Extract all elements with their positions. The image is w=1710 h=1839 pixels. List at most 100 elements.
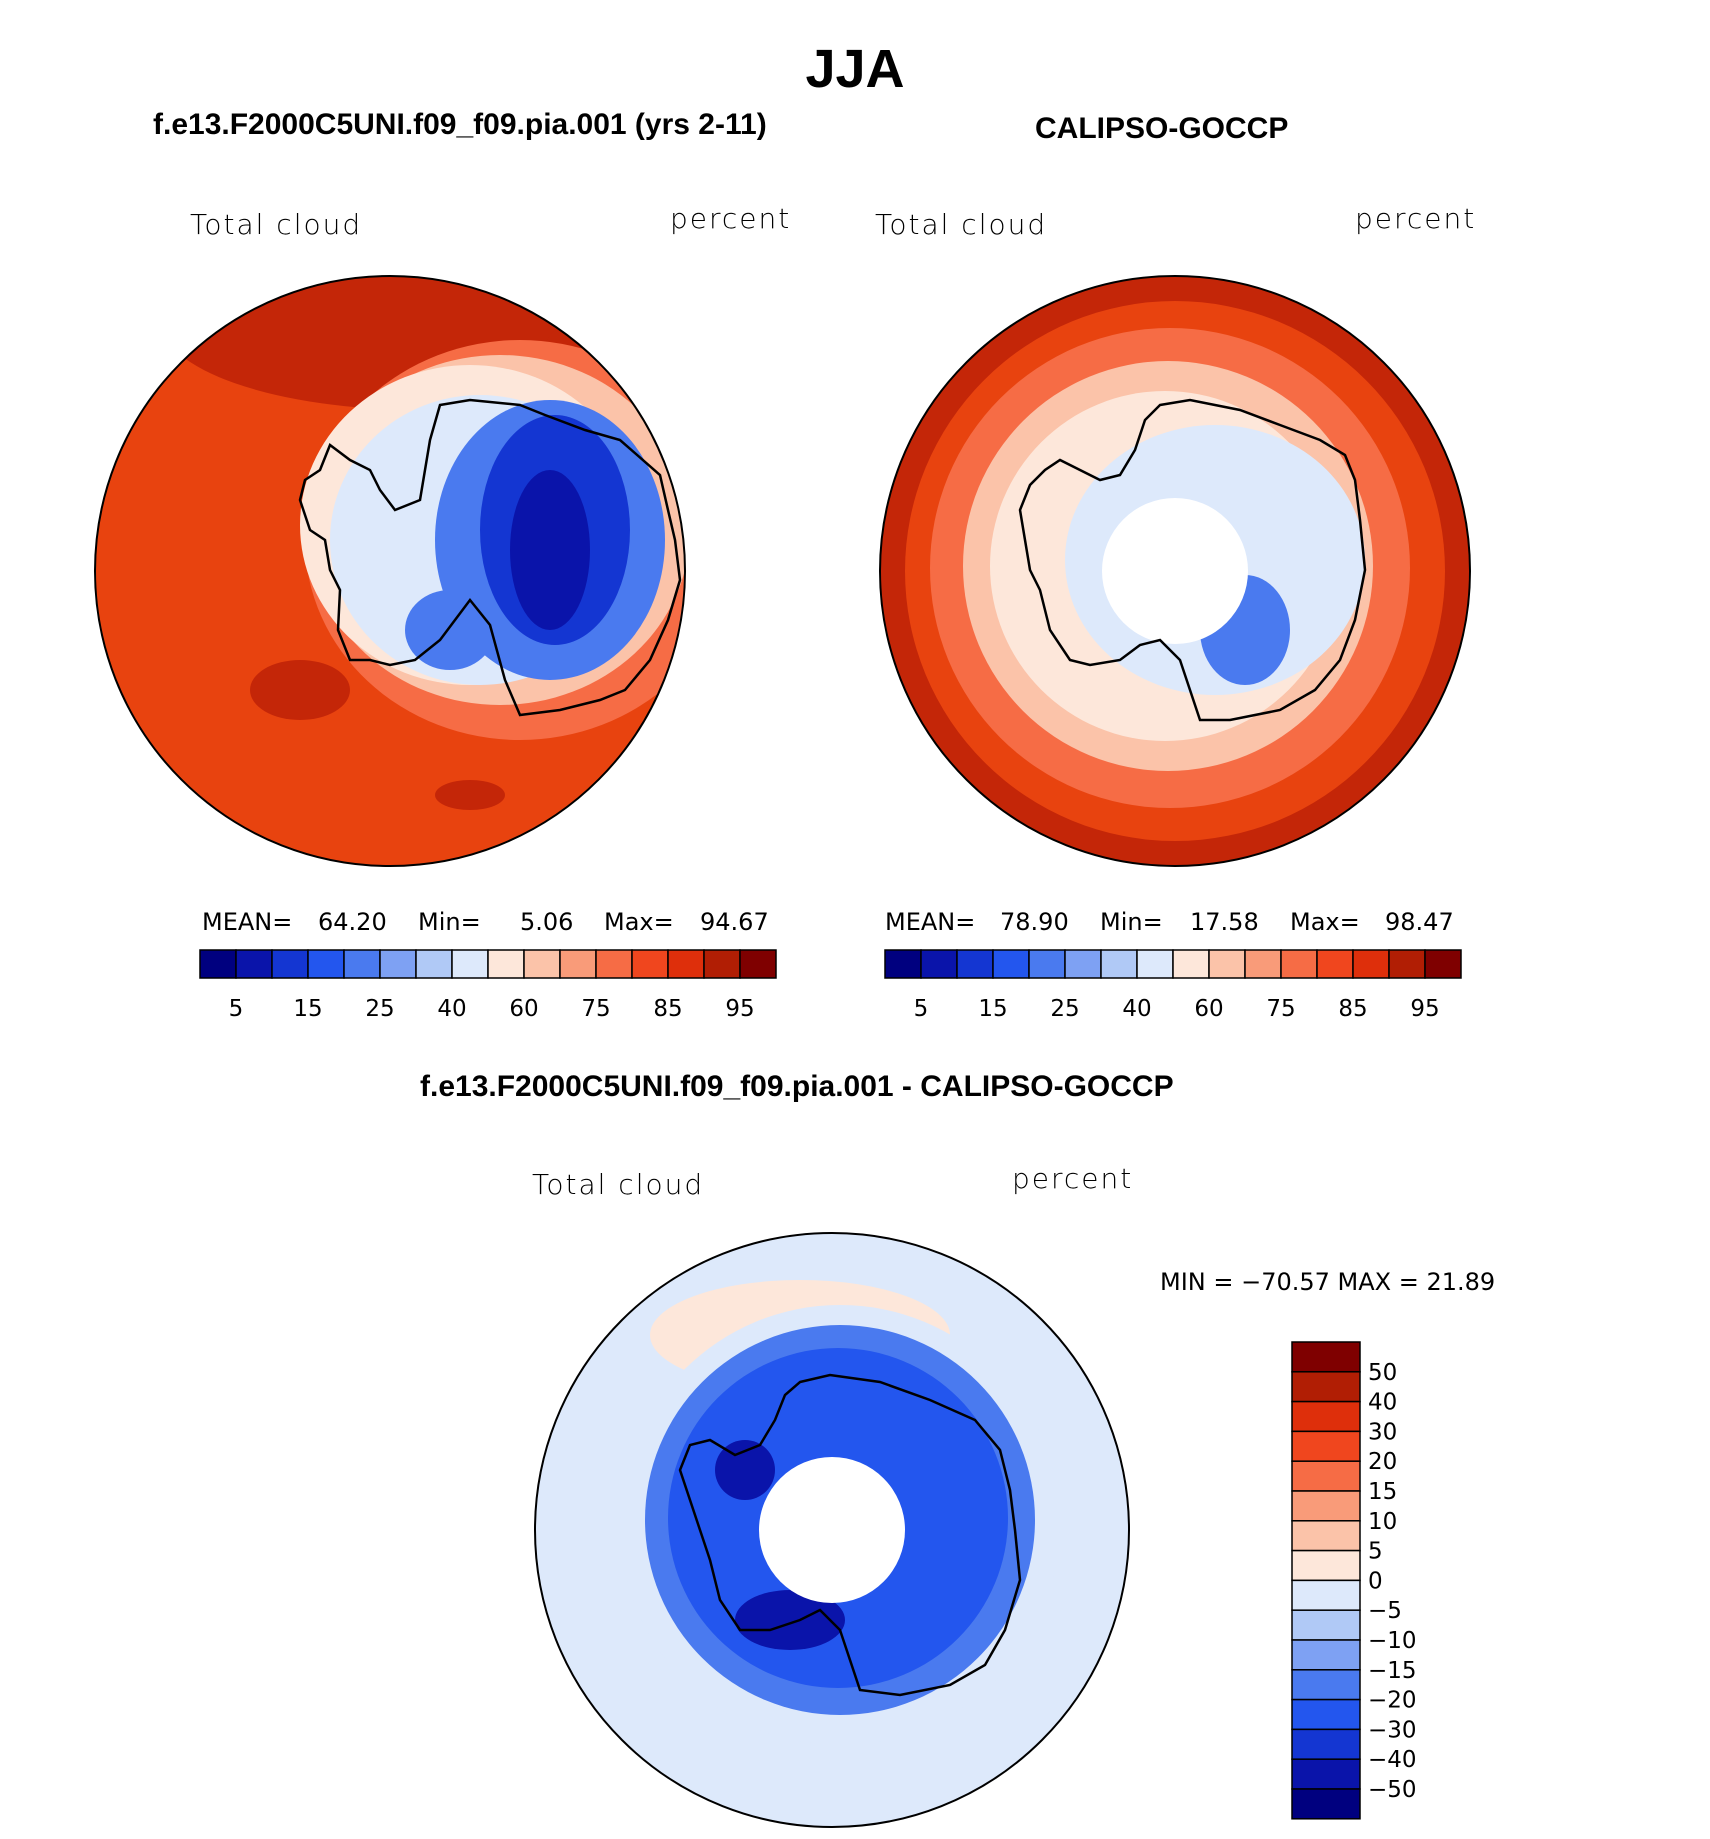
diff-colorbar-tick-label: −15 — [1368, 1658, 1417, 1684]
obs-mean-value: 78.90 — [1000, 908, 1069, 936]
diff-colorbar-box — [1291, 1341, 1361, 1373]
model-colorbar-tick-label: 85 — [653, 996, 682, 1022]
model-colorbar-box — [559, 949, 597, 979]
obs-colorbar-box — [1100, 949, 1138, 979]
obs-case-title: CALIPSO-GOCCP — [1035, 112, 1289, 145]
diff-colorbar-tick-label: 20 — [1368, 1449, 1397, 1475]
diff-colorbar-tick-label: 10 — [1368, 1509, 1397, 1535]
diff-colorbar-box — [1291, 1698, 1361, 1731]
model-colorbar-tick-label: 15 — [293, 996, 322, 1022]
model-colorbar-box — [307, 949, 345, 979]
model-colorbar-box — [199, 949, 237, 979]
obs-colorbar-box — [992, 949, 1030, 979]
diff-colorbar-box — [1291, 1728, 1361, 1760]
model-mean-label: MEAN= — [202, 908, 293, 936]
obs-colorbar-box — [1280, 949, 1318, 979]
model-max-label: Max= — [604, 908, 674, 936]
diff-colorbar-box — [1291, 1758, 1361, 1790]
diff-colorbar-tick-label: 0 — [1368, 1568, 1383, 1594]
obs-colorbar-tick-label: 60 — [1194, 996, 1223, 1022]
diff-units-label: percent — [1012, 1162, 1134, 1195]
model-colorbar-tick-label: 40 — [437, 996, 466, 1022]
model-colorbar-box — [523, 949, 561, 979]
obs-variable-label: Total cloud — [875, 208, 1048, 241]
model-colorbar-box — [739, 949, 777, 979]
diff-map-border — [534, 1232, 1130, 1828]
diff-case-title: f.e13.F2000C5UNI.f09_f09.pia.001 - CALIP… — [420, 1070, 1174, 1103]
model-colorbar-box — [487, 949, 525, 979]
diff-colorbar-tick-label: 5 — [1368, 1539, 1383, 1565]
obs-colorbar-box — [884, 949, 922, 979]
model-max-value: 94.67 — [700, 908, 769, 936]
obs-colorbar-box — [1172, 949, 1210, 979]
diff-colorbar-tick-label: −40 — [1368, 1747, 1417, 1773]
diff-variable-label: Total cloud — [532, 1168, 705, 1201]
obs-colorbar-box — [1064, 949, 1102, 979]
model-min-value: 5.06 — [520, 908, 574, 936]
model-dark-patch-south — [435, 780, 505, 810]
model-colorbar-box — [271, 949, 309, 979]
diff-colorbar-box — [1291, 1669, 1361, 1701]
obs-colorbar-box — [1424, 949, 1462, 979]
model-map-border — [94, 275, 686, 867]
diff-missing-data-hole — [759, 1457, 905, 1603]
diff-colorbar-tick-label: 50 — [1368, 1360, 1397, 1386]
obs-missing-data-hole — [1102, 498, 1248, 644]
diff-colorbar-box — [1291, 1639, 1361, 1671]
model-colorbar: 5 15 25 40 60 75 85 95 — [199, 949, 777, 1022]
diff-colorbar-tick-label: 15 — [1368, 1479, 1397, 1505]
obs-colorbar-box — [1388, 949, 1426, 979]
model-colorbar-box — [667, 949, 705, 979]
model-mean-value: 64.20 — [318, 908, 387, 936]
model-units-label: percent — [670, 202, 792, 235]
diff-colorbar-tick-label: −20 — [1368, 1688, 1417, 1714]
diff-colorbar-box — [1291, 1460, 1361, 1492]
diff-colorbar-box — [1291, 1430, 1361, 1462]
diff-colorbar-tick-label: 40 — [1368, 1390, 1397, 1416]
diff-colorbar-box — [1291, 1579, 1361, 1611]
model-colorbar-tick-label: 5 — [229, 996, 244, 1022]
obs-colorbar-box — [1028, 949, 1066, 979]
obs-colorbar-box — [1352, 949, 1390, 979]
obs-colorbar-tick-label: 40 — [1122, 996, 1151, 1022]
obs-colorbar: 5 15 25 40 60 75 85 95 — [884, 949, 1462, 1022]
model-variable-label: Total cloud — [190, 208, 363, 241]
model-antarctica-coastline — [298, 398, 682, 717]
model-colorbar-tick-label: 95 — [725, 996, 754, 1022]
model-polar-map — [95, 276, 685, 866]
obs-max-label: Max= — [1290, 908, 1360, 936]
diff-colorbar-box — [1291, 1549, 1361, 1582]
diff-colorbar-box — [1291, 1520, 1361, 1552]
obs-colorbar-box — [1244, 949, 1282, 979]
model-colorbar-box — [595, 949, 633, 979]
obs-colorbar-box — [920, 949, 958, 979]
model-colorbar-tick-label: 75 — [581, 996, 610, 1022]
model-colorbar-box — [379, 949, 417, 979]
obs-map-border — [879, 275, 1471, 867]
obs-colorbar-tick-label: 25 — [1050, 996, 1079, 1022]
obs-mean-label: MEAN= — [885, 908, 976, 936]
obs-colorbar-tick-label: 75 — [1266, 996, 1295, 1022]
obs-min-value: 17.58 — [1190, 908, 1259, 936]
model-colorbar-box — [703, 949, 741, 979]
diff-colorbar-tick-label: −50 — [1368, 1777, 1417, 1803]
season-title: JJA — [805, 39, 905, 99]
model-colorbar-box — [343, 949, 381, 979]
obs-colorbar-tick-label: 85 — [1338, 996, 1367, 1022]
obs-colorbar-tick-label: 95 — [1410, 996, 1439, 1022]
obs-colorbar-box — [1208, 949, 1246, 979]
model-case-title: f.e13.F2000C5UNI.f09_f09.pia.001 (yrs 2-… — [153, 108, 767, 141]
diff-colorbar-box — [1291, 1609, 1361, 1641]
model-colorbar-tick-label: 25 — [365, 996, 394, 1022]
obs-units-label: percent — [1355, 202, 1477, 235]
obs-max-value: 98.47 — [1385, 908, 1454, 936]
obs-min-label: Min= — [1100, 908, 1163, 936]
model-navy-core — [510, 470, 590, 630]
diff-navy-patch-west — [715, 1440, 775, 1500]
obs-antarctica-coastline — [1018, 398, 1367, 722]
diff-colorbar-box — [1291, 1788, 1361, 1820]
model-min-label: Min= — [418, 908, 481, 936]
diff-colorbar-box — [1291, 1490, 1361, 1522]
obs-colorbar-box — [1136, 949, 1174, 979]
